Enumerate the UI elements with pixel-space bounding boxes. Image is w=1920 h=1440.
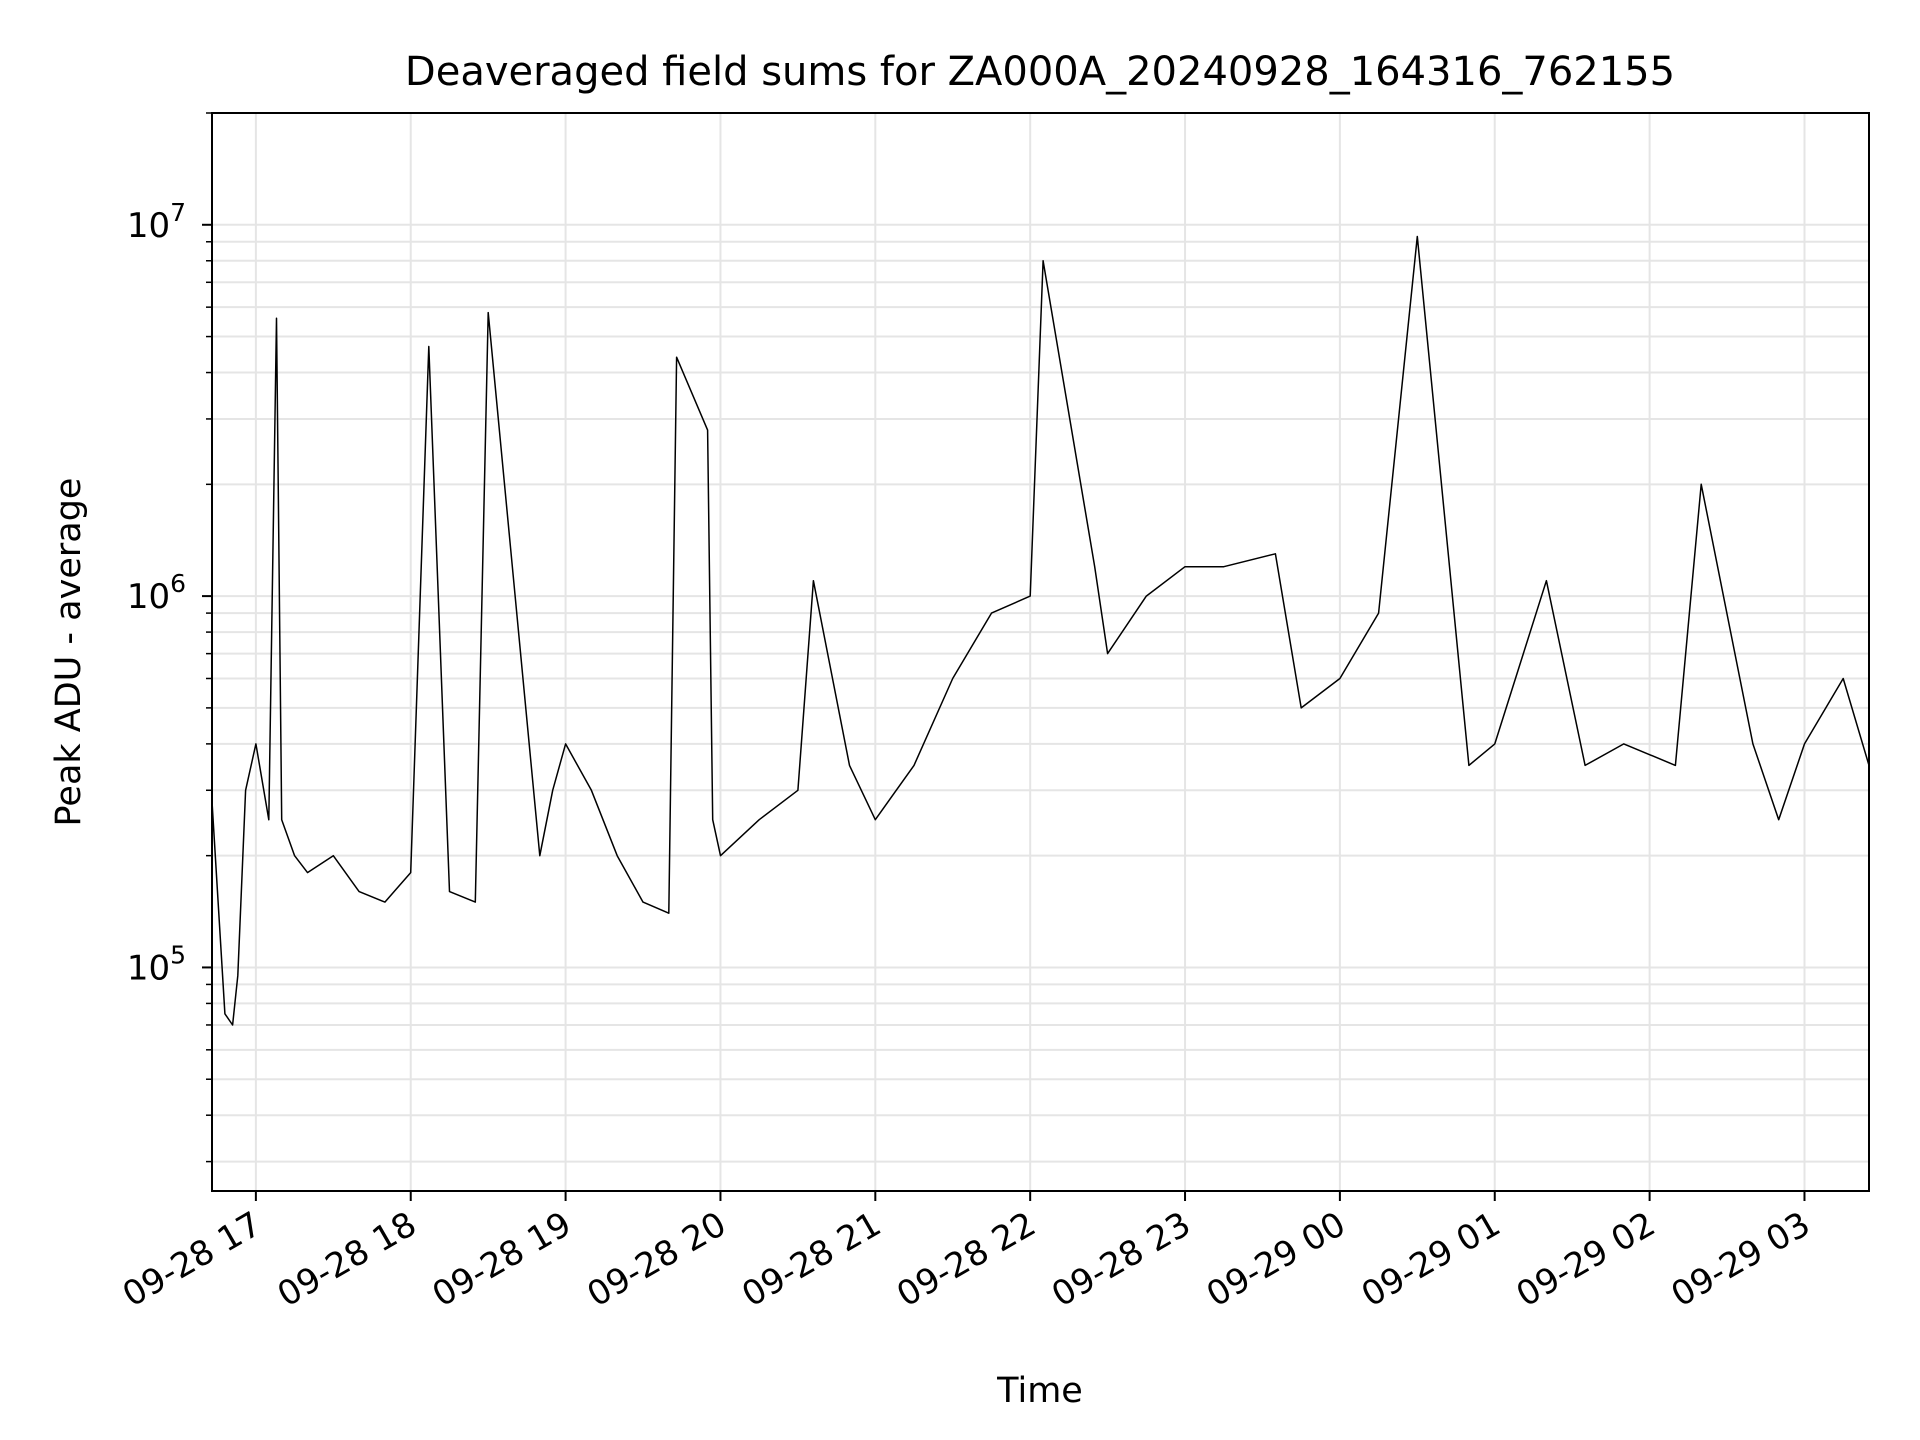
y-tick-label: 107 bbox=[127, 198, 186, 246]
y-axis-label: Peak ADU - average bbox=[49, 478, 89, 827]
y-tick-label: 106 bbox=[127, 569, 186, 617]
x-axis-label: Time bbox=[996, 1371, 1083, 1411]
plot-frame bbox=[211, 112, 1870, 1192]
chart-title: Deaveraged field sums for ZA000A_2024092… bbox=[405, 49, 1675, 95]
y-axis: 105 106 107 bbox=[127, 112, 212, 1163]
grid bbox=[212, 112, 1869, 1191]
series-layer bbox=[211, 235, 1870, 1026]
y-tick-label: 105 bbox=[127, 940, 186, 988]
series-line bbox=[211, 235, 1870, 1026]
